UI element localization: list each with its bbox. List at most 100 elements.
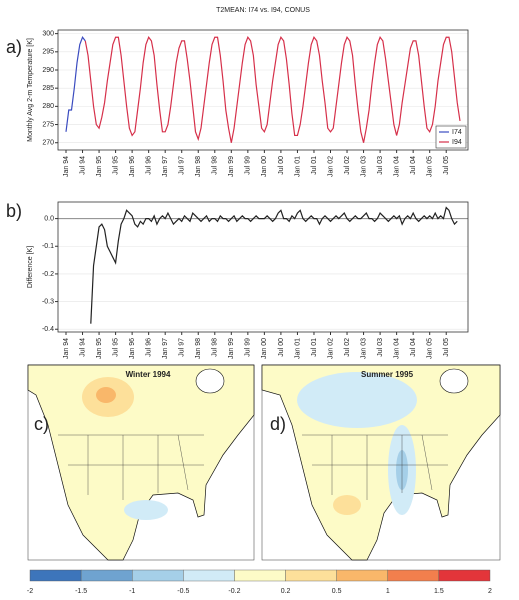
bay [439,368,469,394]
x-tick-label: Jul 00 [278,156,285,175]
x-tick-label: Jul 99 [245,338,252,357]
x-tick-label: Jan 98 [195,338,202,359]
bay [195,368,225,394]
legend-label: I74 [452,129,462,136]
x-tick-label: Jul 04 [410,338,417,357]
x-tick-label: Jan 00 [261,156,268,177]
chart-title: T2MEAN: I74 vs. I94, CONUS [216,7,310,14]
y-axis-label: Difference [K] [27,246,34,288]
x-tick-label: Jan 98 [195,156,202,177]
colorbar-cell [80,569,133,582]
series-line [65,36,86,132]
y-tick-label: -0.4 [42,326,54,333]
colorbar-tick-label: 0.5 [332,588,342,595]
legend-label: I94 [452,139,462,146]
borders [302,434,448,500]
x-tick-label: Jul 00 [278,338,285,357]
y-tick-label: 0.0 [44,215,54,222]
x-tick-label: Jul 98 [212,156,219,175]
x-tick-label: Jan 96 [129,156,136,177]
x-tick-label: Jul 02 [344,156,351,175]
x-tick-label: Jul 03 [377,338,384,357]
anomaly [297,372,417,428]
colorbar-cell [29,569,82,582]
x-tick-label: Jan 99 [228,156,235,177]
plot-frame [57,201,469,333]
x-tick-label: Jan 03 [360,338,367,359]
colorbar-cell [285,569,337,582]
x-tick-label: Jan 95 [96,338,103,359]
y-tick-label: 280 [42,103,54,110]
colorbar-cell [387,569,440,582]
anomaly [96,387,116,403]
x-tick-label: Jul 98 [212,338,219,357]
anomaly [333,495,361,515]
x-tick-label: Jan 05 [427,156,434,177]
colorbar-tick-label: -0.2 [228,588,240,595]
x-tick-label: Jul 95 [112,156,119,175]
panel-label: a) [6,37,22,57]
x-tick-label: Jan 99 [228,338,235,359]
anomaly [124,500,168,520]
colorbar-tick-label: -2 [27,588,33,595]
x-tick-label: Jan 04 [393,156,400,177]
x-tick-label: Jan 95 [96,156,103,177]
x-tick-label: Jul 96 [146,338,153,357]
series-line [90,206,458,324]
map-title: Winter 1994 [126,370,171,379]
x-tick-label: Jul 01 [311,338,318,357]
x-tick-label: Jan 01 [294,156,301,177]
colorbar-tick-label: 2 [488,588,492,595]
x-tick-label: Jan 04 [393,338,400,359]
colorbar-tick-label: -1.5 [75,588,87,595]
map-winter: Winter 1994 c) [27,364,255,561]
x-tick-label: Jan 02 [327,338,334,359]
x-tick-label: Jan 94 [63,156,70,177]
x-tick-label: Jul 94 [79,156,86,175]
y-tick-label: 300 [42,30,54,37]
map-summer: Summer 1995 d) [261,364,501,561]
colorbar-tick-label: -0.5 [177,588,189,595]
colorbar-cell [183,569,235,582]
y-tick-label: 285 [42,85,54,92]
colorbar-cell [132,569,184,582]
x-tick-label: Jan 02 [327,156,334,177]
colorbar-cell [234,569,286,582]
x-tick-label: Jul 03 [377,156,384,175]
y-axis-label: Monthly Avg 2-m Temperature [K] [27,38,34,142]
x-tick-label: Jul 02 [344,338,351,357]
panel-label: b) [6,201,22,221]
colorbar-tick-label: 1.5 [434,588,444,595]
x-tick-label: Jul 97 [179,338,186,357]
colorbar-cell [336,569,388,582]
x-tick-label: Jan 00 [261,338,268,359]
colorbar-tick-label: -1 [129,588,135,595]
x-tick-label: Jan 97 [162,156,169,177]
x-tick-label: Jul 96 [146,156,153,175]
y-tick-label: 295 [42,49,54,56]
map-title: Summer 1995 [361,370,414,379]
x-tick-label: Jan 94 [63,338,70,359]
x-tick-label: Jul 05 [443,338,450,357]
x-tick-label: Jan 96 [129,338,136,359]
series-line [84,36,461,143]
colorbar-tick-label: 1 [386,588,390,595]
x-tick-label: Jul 95 [112,338,119,357]
x-tick-label: Jul 04 [410,156,417,175]
x-tick-label: Jul 97 [179,156,186,175]
panel-label: c) [34,414,49,434]
x-tick-label: Jan 03 [360,156,367,177]
borders [58,434,204,500]
y-tick-label: -0.3 [42,298,54,305]
y-tick-label: 275 [42,121,54,128]
x-tick-label: Jul 94 [79,338,86,357]
panel-label: d) [270,414,286,434]
x-tick-label: Jul 05 [443,156,450,175]
x-tick-label: Jan 97 [162,338,169,359]
x-tick-label: Jan 05 [427,338,434,359]
y-tick-label: -0.1 [42,243,54,250]
colorbar-cell [438,569,491,582]
x-tick-label: Jul 01 [311,156,318,175]
colorbar-tick-label: 0.2 [281,588,291,595]
